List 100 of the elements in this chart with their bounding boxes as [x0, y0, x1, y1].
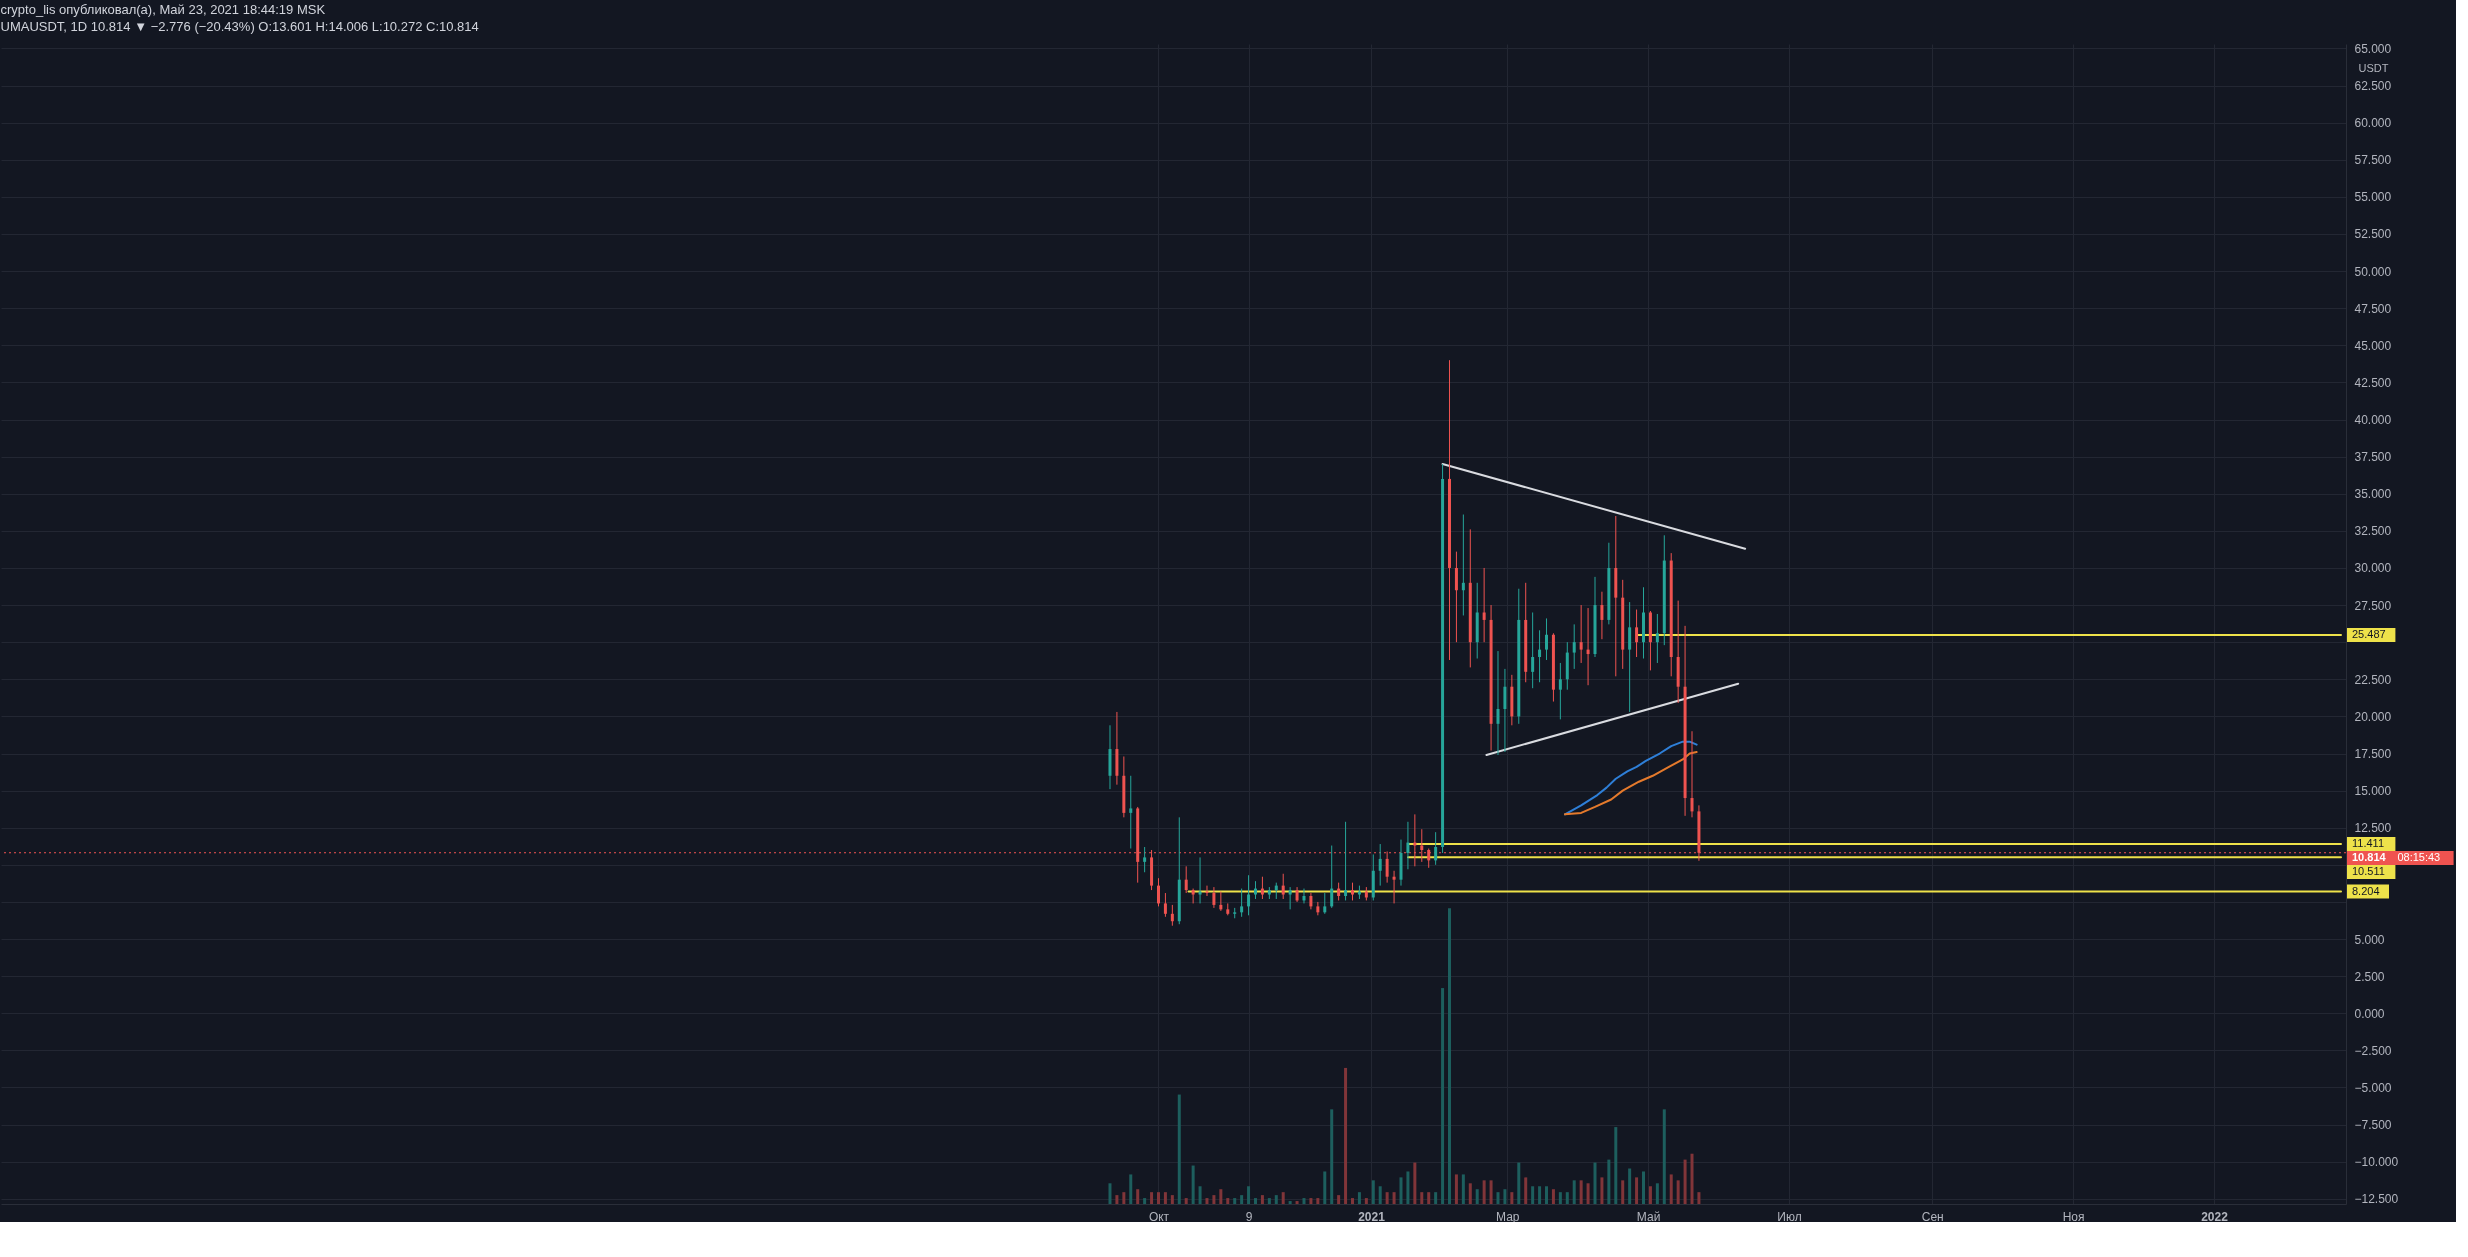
x-tick-label: Окт	[1148, 1209, 1170, 1224]
candlestick	[1184, 865, 1188, 894]
bar	[1482, 1180, 1486, 1204]
bar	[1309, 1198, 1313, 1204]
bar	[1233, 1198, 1237, 1204]
bar	[1489, 1180, 1493, 1204]
y-tick-label: 27.500	[2354, 598, 2392, 613]
bar	[1399, 1177, 1403, 1204]
bar	[1357, 1192, 1361, 1204]
bar	[1662, 1109, 1666, 1204]
bar	[1191, 1165, 1195, 1204]
bar	[1441, 988, 1445, 1204]
candlestick	[1344, 821, 1348, 901]
bar	[1170, 1195, 1174, 1204]
bar	[1468, 1183, 1472, 1204]
x-tick-label: Июл	[1777, 1209, 1802, 1224]
bar	[1378, 1186, 1382, 1204]
bar	[1260, 1195, 1264, 1204]
y-tick-label: 55.000	[2354, 190, 2392, 205]
y-tick-label: 62.500	[2354, 79, 2392, 94]
candlestick	[1628, 601, 1632, 713]
bar	[1385, 1192, 1389, 1204]
candlestick	[1496, 650, 1500, 756]
bar	[1122, 1192, 1126, 1204]
candlestick	[1406, 821, 1410, 870]
bar	[1330, 1109, 1334, 1204]
candlestick	[1212, 886, 1216, 909]
bar	[1337, 1195, 1341, 1204]
candlestick	[1240, 888, 1244, 918]
y-tick-label: 50.000	[2354, 264, 2392, 279]
data-label: 10.511	[2352, 865, 2385, 878]
candlestick	[1558, 662, 1562, 720]
bar	[1115, 1195, 1119, 1204]
bar	[1163, 1192, 1167, 1204]
x-tick-label: 9	[1245, 1209, 1253, 1224]
bar	[1136, 1189, 1140, 1204]
y-tick-label: 37.500	[2354, 450, 2392, 465]
bar	[1676, 1180, 1680, 1204]
candlestick	[1454, 551, 1458, 643]
bar	[1406, 1171, 1410, 1204]
y-tick-label: 0.000	[2354, 1006, 2385, 1021]
bar	[1551, 1189, 1555, 1204]
y-axis-title: USDT	[2358, 61, 2389, 74]
bar	[1184, 1198, 1188, 1204]
bar	[1108, 1183, 1112, 1204]
bar	[1669, 1174, 1673, 1204]
candlestick	[1545, 617, 1548, 661]
x-tick-label: 2021	[1358, 1209, 1386, 1224]
candlestick	[1690, 730, 1694, 818]
bar	[1496, 1192, 1500, 1204]
bar	[1538, 1186, 1542, 1204]
data-label: 25.487	[2352, 628, 2386, 641]
bar	[1364, 1198, 1368, 1204]
y-tick-label: −12.500	[2354, 1192, 2399, 1207]
bar	[1177, 1094, 1181, 1204]
bar	[1420, 1192, 1424, 1204]
y-tick-label: 47.500	[2354, 301, 2392, 316]
bar	[1350, 1198, 1354, 1204]
bar	[1503, 1189, 1507, 1204]
bar	[1198, 1186, 1202, 1204]
bar	[1461, 1174, 1465, 1204]
bar	[1690, 1153, 1694, 1204]
bar	[1558, 1192, 1562, 1204]
candlestick	[1219, 891, 1223, 912]
bar	[1531, 1186, 1535, 1204]
bar	[1156, 1192, 1160, 1204]
bar	[1614, 1127, 1618, 1204]
bar	[1448, 908, 1451, 1204]
y-tick-label: 52.500	[2354, 227, 2392, 242]
y-tick-label: 32.500	[2354, 524, 2392, 539]
bar	[1247, 1186, 1251, 1204]
candlestick	[1191, 888, 1195, 904]
candlestick	[1635, 609, 1639, 658]
ref-line-label: 10.814	[2352, 851, 2387, 864]
bar	[1648, 1186, 1652, 1204]
bar	[1219, 1189, 1223, 1204]
data-label: 11.411	[2352, 837, 2385, 850]
chart-title: crypto_lis опубликовал(а), Май 23, 2021 18:44:19 MSK	[0, 2, 326, 18]
candlestick	[1434, 831, 1438, 866]
bar	[1545, 1186, 1548, 1204]
candlestick	[1281, 873, 1285, 900]
bar	[1586, 1183, 1590, 1204]
y-tick-label: −2.500	[2354, 1043, 2392, 1058]
bar	[1697, 1192, 1701, 1204]
bar	[1344, 1067, 1348, 1204]
bar	[1288, 1201, 1292, 1204]
bar	[1475, 1189, 1479, 1204]
candlestick	[1288, 886, 1292, 910]
bar	[1593, 1162, 1597, 1204]
bar	[1642, 1171, 1645, 1204]
bar	[1371, 1180, 1375, 1204]
candlestick	[1572, 623, 1576, 670]
bar	[1281, 1192, 1285, 1204]
candlestick	[1260, 876, 1264, 900]
y-tick-label: 65.000	[2354, 41, 2392, 56]
y-tick-label: 40.000	[2354, 413, 2392, 428]
candlestick	[1655, 613, 1659, 664]
x-tick-label: Сен	[1921, 1209, 1944, 1224]
x-tick-label: Ноя	[2062, 1209, 2085, 1224]
x-tick-label: 2022	[2201, 1209, 2229, 1224]
